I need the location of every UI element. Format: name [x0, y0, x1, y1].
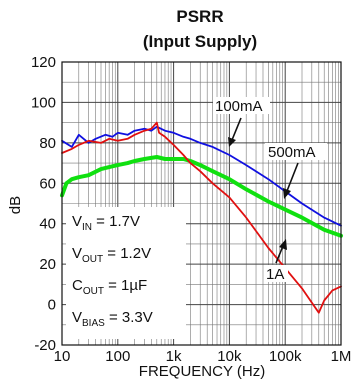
- chart-title-line2: (Input Supply): [143, 32, 257, 51]
- y-axis-label: dB: [7, 196, 24, 214]
- series-line-500ma: [60, 155, 343, 238]
- x-tick-label: 100: [105, 348, 130, 365]
- y-tick-label: 40: [39, 216, 56, 233]
- annotation-100ma-arrowhead: [228, 137, 236, 147]
- conditions-box: VIN = 1.7V VOUT = 1.2V COUT = 1µF VBIAS …: [66, 207, 186, 339]
- y-tick-label: 0: [48, 297, 56, 314]
- y-tick-label: 20: [39, 256, 56, 273]
- series-line-100ma: [61, 125, 342, 227]
- x-axis-label: FREQUENCY (Hz): [139, 363, 265, 380]
- annotation-1a-arrowhead: [279, 239, 287, 250]
- y-tick-label: 60: [39, 175, 56, 192]
- x-tick-label: 100k: [269, 348, 302, 365]
- condition-vbias: VBIAS = 3.3V: [72, 309, 153, 329]
- plot-frame: [61, 61, 342, 346]
- annotation-100ma: 100mA: [213, 97, 270, 147]
- y-tick-label: 100: [31, 94, 56, 111]
- condition-cout: COUT = 1µF: [72, 277, 147, 297]
- annotation-1a-label: 1A: [266, 266, 284, 283]
- x-tick-label: 10k: [217, 348, 242, 365]
- series-line-1a: [61, 121, 342, 314]
- annotation-500ma: 500mA: [265, 143, 327, 199]
- y-tick-label: -20: [34, 337, 56, 354]
- chart-title-line1: PSRR: [176, 7, 223, 26]
- x-tick-labels: 10 100 1k 10k 100k 1M: [54, 348, 352, 365]
- annotation-500ma-arrow: [286, 162, 299, 192]
- annotation-1a-arrow: [275, 245, 284, 264]
- annotation-100ma-arrow: [231, 117, 242, 141]
- x-tick-label: 1k: [166, 348, 182, 365]
- annotation-100ma-label: 100mA: [215, 98, 263, 115]
- condition-vout: VOUT = 1.2V: [72, 245, 151, 265]
- annotation-500ma-label: 500mA: [268, 144, 316, 161]
- y-tick-label: 120: [31, 54, 56, 71]
- x-tick-label: 1M: [331, 348, 352, 365]
- condition-vin: VIN = 1.7V: [72, 213, 140, 233]
- x-tick-label: 10: [54, 348, 71, 365]
- y-tick-labels: -20 0 20 40 60 80 100 120: [31, 54, 56, 354]
- annotation-1a: 1A: [264, 239, 288, 283]
- series-group: [60, 121, 343, 314]
- annotation-500ma-arrowhead: [283, 188, 291, 199]
- y-tick-label: 80: [39, 135, 56, 152]
